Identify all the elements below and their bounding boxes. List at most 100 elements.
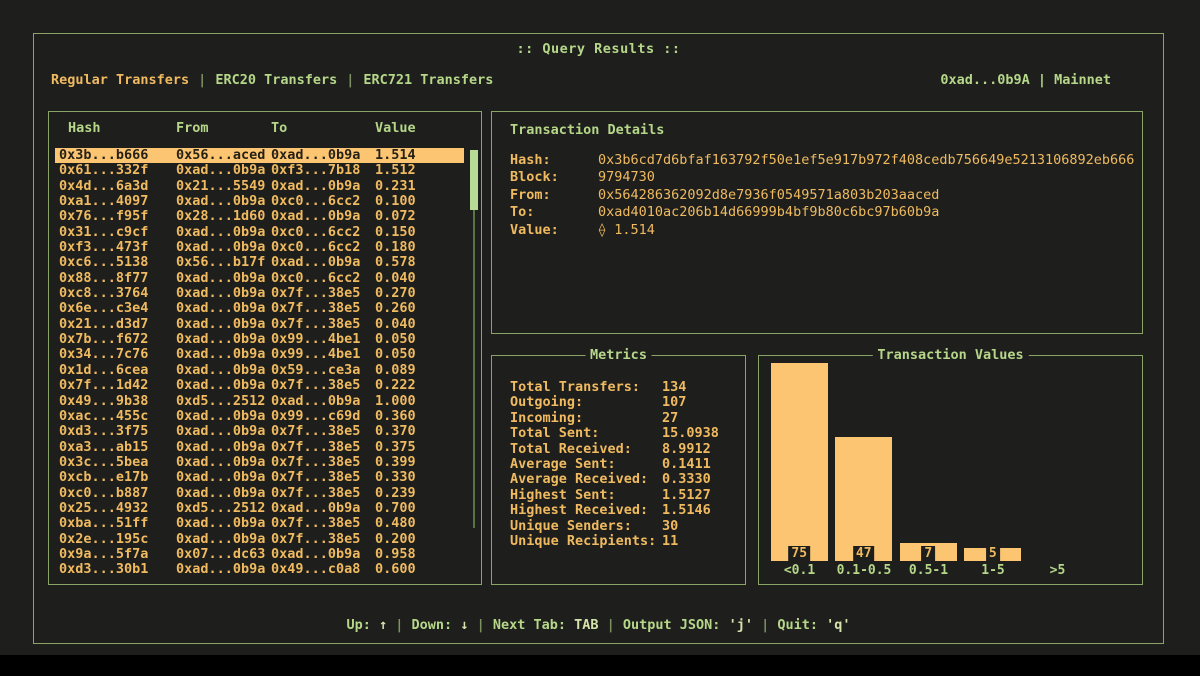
table-row[interactable]: 0x88...8f77 0xad...0b9a 0xc0...6cc2 0.040 (55, 269, 464, 286)
chart-title: Transaction Values (872, 347, 1029, 363)
tab-regular-transfers[interactable]: Regular Transfers (51, 72, 190, 88)
cell-hash: 0x9a...5f7a (59, 545, 149, 562)
page-title: :: Query Results :: (516, 41, 681, 57)
cell-to: 0x99...4be1 (271, 331, 361, 348)
metric-value: 8.9912 (662, 440, 711, 457)
cell-value: 0.399 (375, 453, 416, 470)
table-row[interactable]: 0x3c...5bea 0xad...0b9a 0x7f...38e5 0.399 (55, 453, 464, 470)
footer-hint-key: 'q' (826, 617, 851, 633)
cell-from: 0xd5...2512 (176, 392, 266, 409)
table-row[interactable]: 0x31...c9cf 0xad...0b9a 0xc0...6cc2 0.150 (55, 224, 464, 240)
cell-to: 0xad...0b9a (271, 392, 361, 409)
details-field-row: From: 0x564286362092d8e7936f0549571a803b2… (510, 187, 1134, 204)
table-row[interactable]: 0x7b...f672 0xad...0b9a 0x99...4be1 0.050 (55, 331, 464, 348)
chart-category-label: 0.5-1 (908, 563, 949, 578)
cell-to: 0x99...c69d (271, 407, 361, 424)
column-header-to: To (271, 120, 288, 136)
cell-to: 0x7f...38e5 (271, 300, 361, 317)
scrollbar-thumb[interactable] (470, 150, 478, 210)
cell-to: 0xad...0b9a (271, 208, 361, 225)
keyboard-hints-footer: Up: ↑ | Down: ↓ | Next Tab: TAB | Output… (34, 617, 1163, 633)
cell-to: 0xc0...6cc2 (271, 269, 361, 286)
cell-from: 0xad...0b9a (176, 162, 266, 179)
metric-label: Average Received: (510, 471, 649, 488)
table-row[interactable]: 0x4d...6a3d 0x21...5549 0xad...0b9a 0.231 (55, 178, 464, 194)
table-row[interactable]: 0x3b...b666 0x56...aced 0xad...0b9a 1.514 (55, 147, 464, 164)
cell-from: 0xad...0b9a (176, 515, 266, 532)
cell-value: 1.512 (375, 162, 416, 179)
cell-from: 0xad...0b9a (176, 561, 266, 578)
cell-value: 0.089 (375, 361, 416, 378)
transaction-values-chart-panel: Transaction Values 75 <0.1 47 0.1-0.5 7 0.5-1… (758, 347, 1143, 585)
metric-row: Incoming: 27 (510, 409, 719, 426)
table-row[interactable]: 0xac...455c 0xad...0b9a 0x99...c69d 0.360 (55, 407, 464, 424)
metric-row: Highest Sent: 1.5127 (510, 486, 719, 503)
details-field-value: 0xad4010ac206b14d66999b4bf9b80c6bc97b60b… (598, 204, 940, 221)
details-field-value: 0x3b6cd7d6bfaf163792f50e1ef5e917b972f408… (598, 152, 1135, 168)
table-row[interactable]: 0x49...9b38 0xd5...2512 0xad...0b9a 1.000 (55, 392, 464, 409)
cell-to: 0xad...0b9a (271, 147, 361, 163)
cell-from: 0xad...0b9a (176, 423, 266, 440)
footer-hint-key: ↑ (378, 617, 388, 633)
table-row[interactable]: 0xc8...3764 0xad...0b9a 0x7f...38e5 0.270 (55, 285, 464, 301)
table-body: 0x3b...b666 0x56...aced 0xad...0b9a 1.514 0x… (55, 147, 464, 578)
cell-from: 0x56...aced (176, 147, 266, 163)
cell-hash: 0x34...7c76 (59, 346, 149, 363)
details-title: Transaction Details (510, 122, 665, 138)
details-field-value: 0x564286362092d8e7936f0549571a803b203aac… (598, 186, 940, 203)
metric-value: 1.5127 (662, 486, 711, 503)
table-row[interactable]: 0xc0...b887 0xad...0b9a 0x7f...38e5 0.239 (55, 485, 464, 501)
metric-label: Total Sent: (510, 425, 600, 442)
metric-value: 11 (662, 533, 679, 550)
cell-from: 0x28...1d60 (176, 208, 266, 225)
details-field-label: From: (510, 186, 551, 203)
table-row[interactable]: 0x25...4932 0xd5...2512 0xad...0b9a 0.700 (55, 500, 464, 516)
cell-hash: 0x7f...1d42 (59, 377, 149, 394)
tab-erc721-transfers[interactable]: ERC721 Transfers (363, 72, 494, 88)
cell-to: 0x7f...38e5 (271, 469, 361, 486)
cell-hash: 0x61...332f (59, 162, 149, 179)
table-row[interactable]: 0xa3...ab15 0xad...0b9a 0x7f...38e5 0.375 (55, 438, 464, 455)
column-header-from: From (176, 120, 209, 136)
table-row[interactable]: 0x61...332f 0xad...0b9a 0xf3...7b18 1.512 (55, 162, 464, 179)
table-row[interactable]: 0x9a...5f7a 0x07...dc63 0xad...0b9a 0.958 (55, 545, 464, 562)
table-row[interactable]: 0x34...7c76 0xad...0b9a 0x99...4be1 0.050 (55, 346, 464, 363)
cell-hash: 0x88...8f77 (59, 269, 149, 286)
table-row[interactable]: 0x2e...195c 0xad...0b9a 0x7f...38e5 0.200 (55, 530, 464, 547)
metrics-panel: Metrics Total Transfers: 134 Outgoing: 107 I… (491, 347, 746, 585)
table-row[interactable]: 0x1d...6cea 0xad...0b9a 0x59...ce3a 0.089 (55, 361, 464, 378)
cell-value: 0.200 (375, 530, 416, 547)
cell-value: 0.330 (375, 469, 416, 486)
cell-to: 0x7f...38e5 (271, 453, 361, 470)
table-row[interactable]: 0x21...d3d7 0xad...0b9a 0x7f...38e5 0.040 (55, 316, 464, 332)
cell-from: 0xad...0b9a (176, 530, 266, 547)
metric-label: Highest Received: (510, 502, 649, 519)
scrollbar-track[interactable] (473, 150, 475, 528)
table-row[interactable]: 0x76...f95f 0x28...1d60 0xad...0b9a 0.072 (55, 208, 464, 225)
table-row[interactable]: 0xcb...e17b 0xad...0b9a 0x7f...38e5 0.330 (55, 469, 464, 486)
cell-from: 0xad...0b9a (176, 331, 266, 348)
metric-label: Incoming: (510, 409, 584, 426)
cell-value: 1.514 (375, 147, 416, 163)
tab-separator: | (198, 72, 207, 88)
cell-value: 0.958 (375, 545, 416, 562)
tab-erc20-transfers[interactable]: ERC20 Transfers (215, 72, 338, 88)
details-field-row: Value: ⟠ 1.514 (510, 222, 1134, 239)
cell-from: 0xad...0b9a (176, 438, 266, 455)
table-row[interactable]: 0xc6...5138 0x56...b17f 0xad...0b9a 0.578 (55, 255, 464, 271)
table-row[interactable]: 0x6e...c3e4 0xad...0b9a 0x7f...38e5 0.260 (55, 300, 464, 317)
table-row[interactable]: 0xba...51ff 0xad...0b9a 0x7f...38e5 0.480 (55, 515, 464, 532)
footer-hint-label: Up: (346, 617, 379, 633)
cell-to: 0x7f...38e5 (271, 530, 361, 547)
footer-hint-label: Down: (411, 617, 461, 633)
cell-to: 0x7f...38e5 (271, 515, 361, 532)
cell-from: 0xad...0b9a (176, 361, 266, 378)
transaction-details-panel: Transaction Details Hash: 0x3b6cd7d6bfaf1… (491, 111, 1143, 334)
table-row[interactable]: 0xf3...473f 0xad...0b9a 0xc0...6cc2 0.180 (55, 239, 464, 255)
table-row[interactable]: 0xa1...4097 0xad...0b9a 0xc0...6cc2 0.100 (55, 193, 464, 209)
table-row[interactable]: 0xd3...3f75 0xad...0b9a 0x7f...38e5 0.370 (55, 423, 464, 440)
cell-to: 0xf3...7b18 (271, 162, 361, 179)
cell-value: 0.600 (375, 561, 416, 578)
table-row[interactable]: 0xd3...30b1 0xad...0b9a 0x49...c0a8 0.600 (55, 561, 464, 578)
table-row[interactable]: 0x7f...1d42 0xad...0b9a 0x7f...38e5 0.222 (55, 377, 464, 394)
